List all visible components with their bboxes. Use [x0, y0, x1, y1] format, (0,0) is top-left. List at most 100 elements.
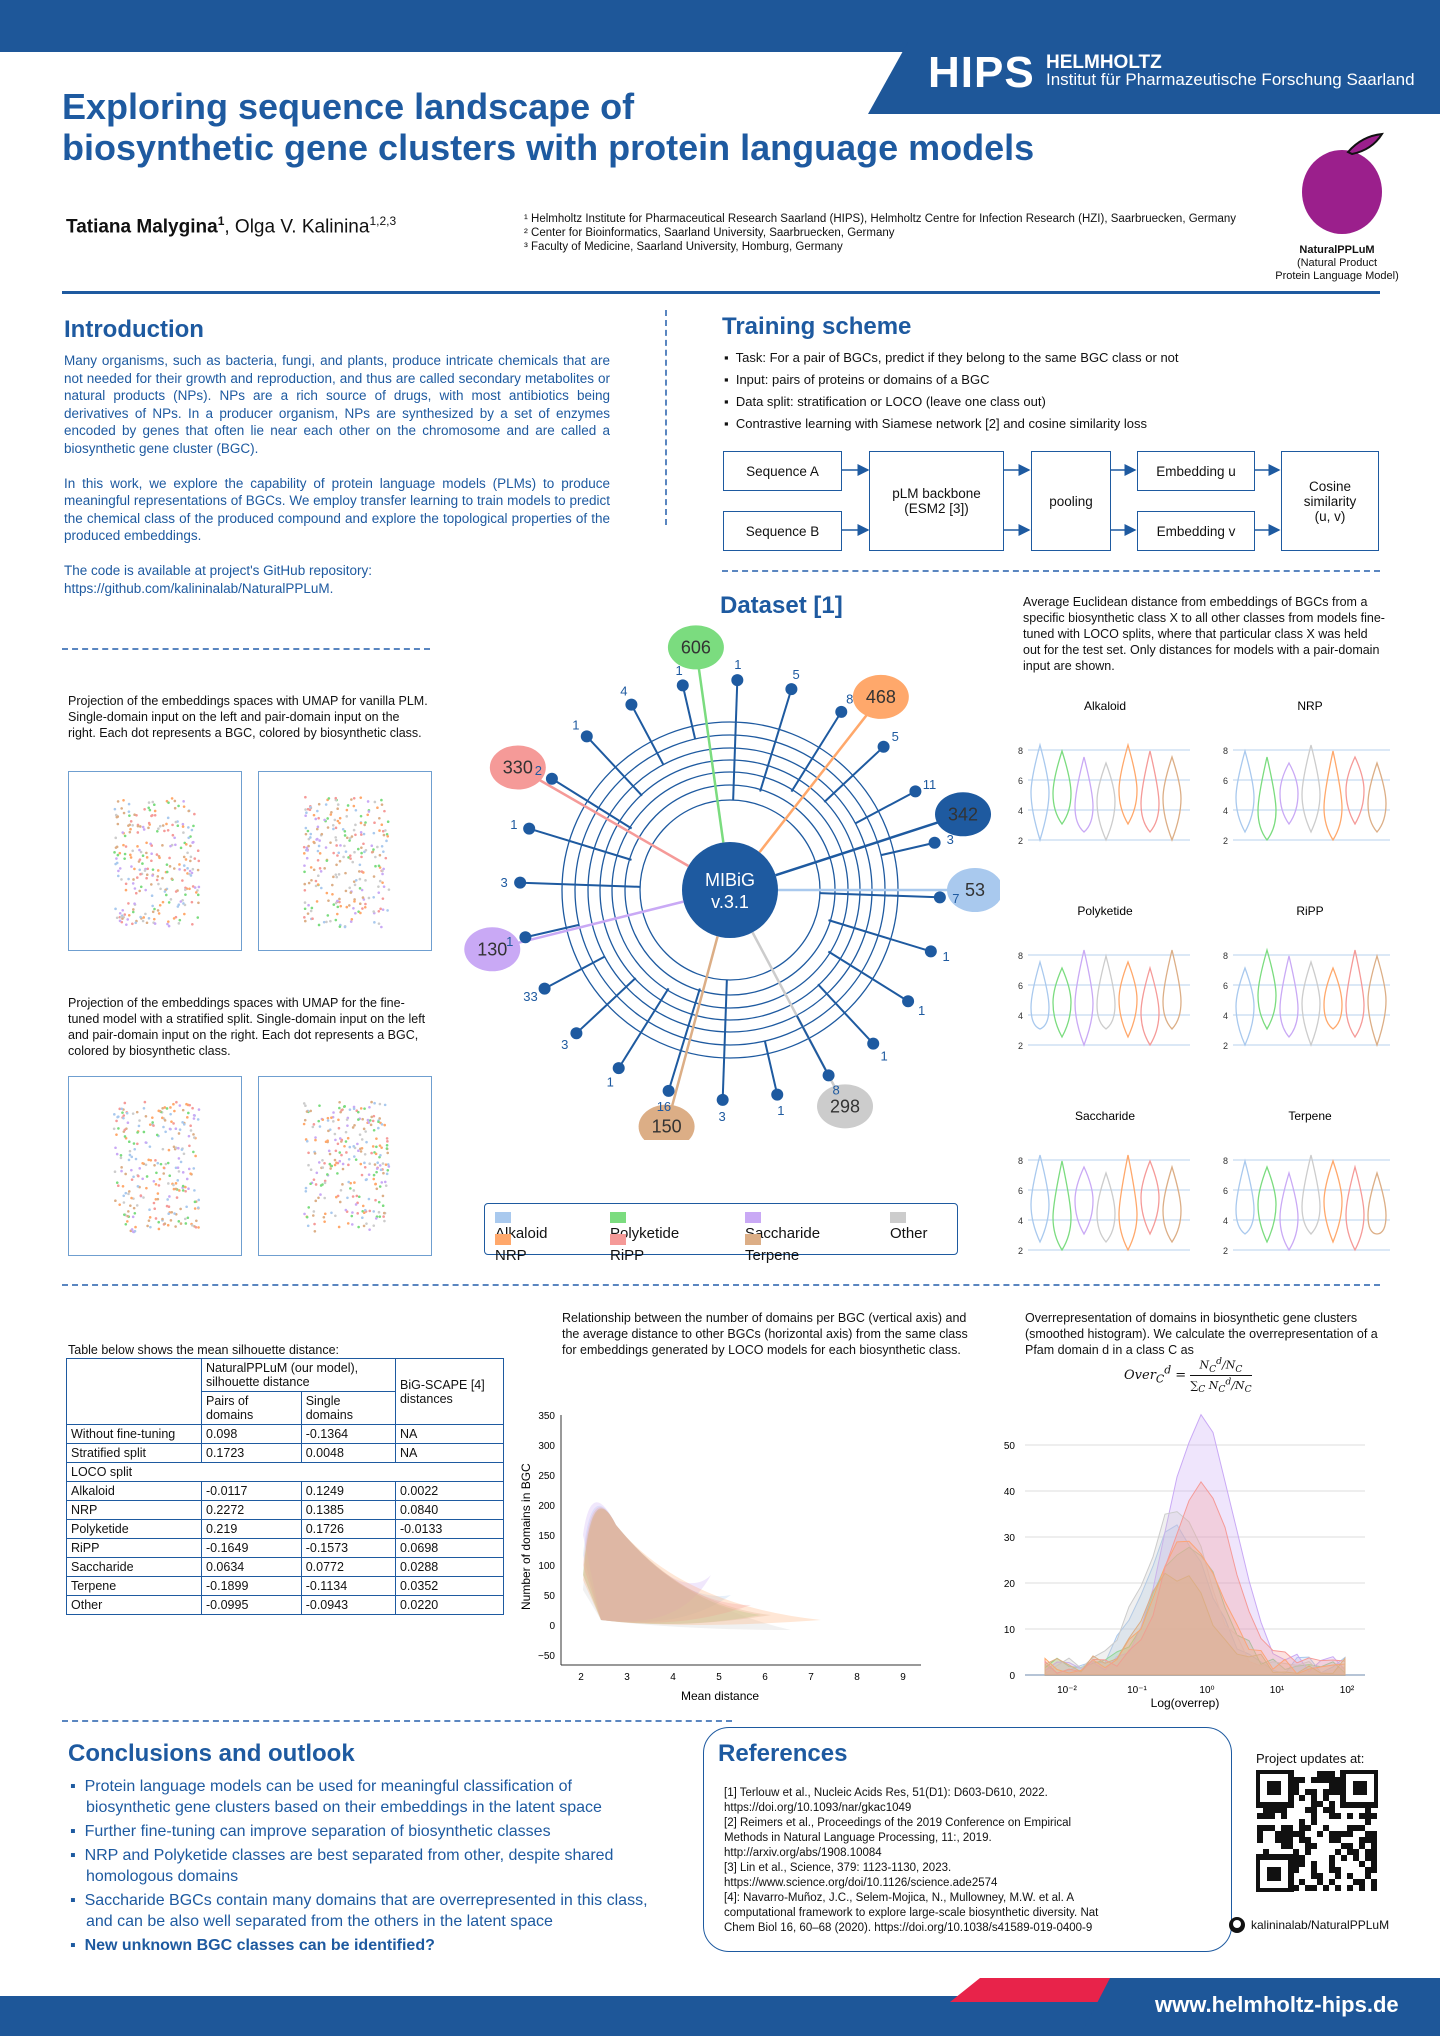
- legend-item: NRP: [495, 1230, 527, 1264]
- umap-point: [382, 1215, 385, 1218]
- umap-point: [373, 821, 376, 825]
- umap-point: [309, 836, 312, 839]
- umap-point: [139, 1194, 143, 1197]
- umap-point: [367, 1173, 371, 1176]
- umap-point: [346, 1136, 350, 1140]
- umap-point: [115, 1119, 118, 1123]
- umap-point: [308, 808, 312, 812]
- umap-point: [181, 822, 185, 826]
- umap-point: [371, 1119, 375, 1123]
- qr-module: [1311, 1789, 1317, 1795]
- violin-panel-title: RiPP: [1296, 904, 1323, 918]
- umap-point: [316, 809, 319, 813]
- umap-point: [368, 1105, 371, 1109]
- umap-point: [178, 1104, 182, 1107]
- github-link[interactable]: https://github.com/kalininalab/NaturalPP…: [64, 580, 334, 596]
- umap-point: [344, 850, 348, 853]
- umap-point: [386, 1151, 390, 1155]
- qr-module: [1269, 1825, 1275, 1831]
- branch-tip: [545, 772, 558, 785]
- umap-point: [197, 859, 201, 863]
- qr-module: [1293, 1783, 1299, 1789]
- kde-density: [583, 1508, 771, 1624]
- umap-point: [188, 887, 191, 891]
- qr-module: [1263, 1813, 1269, 1819]
- petal-count: 330: [503, 758, 533, 778]
- umap-point: [161, 824, 165, 827]
- umap-point: [327, 1129, 330, 1133]
- umap-point: [356, 847, 360, 851]
- umap-point: [144, 1141, 148, 1144]
- umap-point: [138, 858, 142, 861]
- umap-point: [152, 803, 156, 806]
- qr-module: [1311, 1873, 1317, 1879]
- umap-point: [182, 864, 186, 867]
- umap-point: [323, 1196, 326, 1200]
- umap-point: [147, 801, 151, 804]
- umap-point: [145, 851, 148, 855]
- umap-point: [119, 1153, 123, 1157]
- branch-tip: [580, 730, 593, 743]
- umap-point: [143, 807, 146, 811]
- umap-point: [364, 848, 368, 852]
- umap-point: [326, 817, 329, 820]
- qr-module: [1317, 1831, 1323, 1837]
- umap-point: [193, 812, 196, 816]
- umap-point: [377, 1126, 380, 1130]
- umap-point: [123, 834, 127, 838]
- branch-count: 5: [792, 667, 799, 682]
- umap-point: [187, 1187, 190, 1191]
- umap-point: [352, 1145, 356, 1148]
- qr-module: [1299, 1795, 1305, 1801]
- umap-point: [338, 1159, 342, 1163]
- qr-module: [1335, 1885, 1341, 1891]
- umap-point: [352, 796, 356, 800]
- violin-shape: [1074, 756, 1094, 833]
- umap-point: [142, 1196, 145, 1199]
- github-handle[interactable]: kalininalab/NaturalPPLuM: [1228, 1916, 1389, 1934]
- umap-point: [360, 833, 363, 836]
- kde-ytick: 100: [538, 1561, 555, 1572]
- umap-point: [196, 889, 199, 892]
- umap-point: [383, 1123, 387, 1127]
- umap-point: [130, 1228, 134, 1231]
- footer-url[interactable]: www.helmholtz-hips.de: [1155, 1992, 1399, 2017]
- umap-point: [313, 841, 316, 845]
- umap-point: [318, 852, 322, 855]
- umap-point: [161, 1116, 164, 1120]
- umap-point: [156, 869, 160, 872]
- umap-point: [194, 1154, 197, 1158]
- petal-bulb: [947, 868, 1000, 912]
- umap-point: [318, 839, 321, 842]
- umap-point: [137, 1124, 141, 1128]
- umap-point: [192, 1150, 195, 1154]
- umap-point: [168, 1174, 172, 1178]
- umap-point: [326, 1119, 330, 1122]
- umap-point: [372, 1173, 376, 1177]
- umap-point: [186, 1116, 189, 1119]
- qr-module: [1365, 1813, 1371, 1819]
- qr-module: [1371, 1879, 1377, 1885]
- umap-point: [381, 881, 384, 884]
- qr-module: [1335, 1813, 1341, 1819]
- umap-point: [372, 831, 376, 835]
- qr-code-icon[interactable]: [1256, 1770, 1378, 1892]
- conclusions-list: ▪ Protein language models can be used fo…: [70, 1778, 648, 1954]
- umap-point: [375, 1187, 379, 1191]
- umap-point: [154, 1159, 157, 1162]
- umap-point: [363, 1152, 367, 1156]
- umap-point: [196, 868, 200, 872]
- umap-point: [362, 842, 365, 846]
- umap-point: [353, 883, 357, 887]
- umap-point: [363, 1107, 366, 1110]
- qr-module: [1281, 1825, 1287, 1831]
- qr-module: [1293, 1861, 1299, 1867]
- umap-point: [345, 905, 349, 909]
- umap-point: [331, 824, 335, 827]
- branch-tip: [867, 1037, 880, 1050]
- intro-separator: [62, 648, 430, 650]
- umap-point: [382, 1171, 385, 1175]
- umap-point: [374, 1198, 377, 1202]
- qr-module: [1371, 1861, 1377, 1867]
- umap-point: [145, 921, 149, 925]
